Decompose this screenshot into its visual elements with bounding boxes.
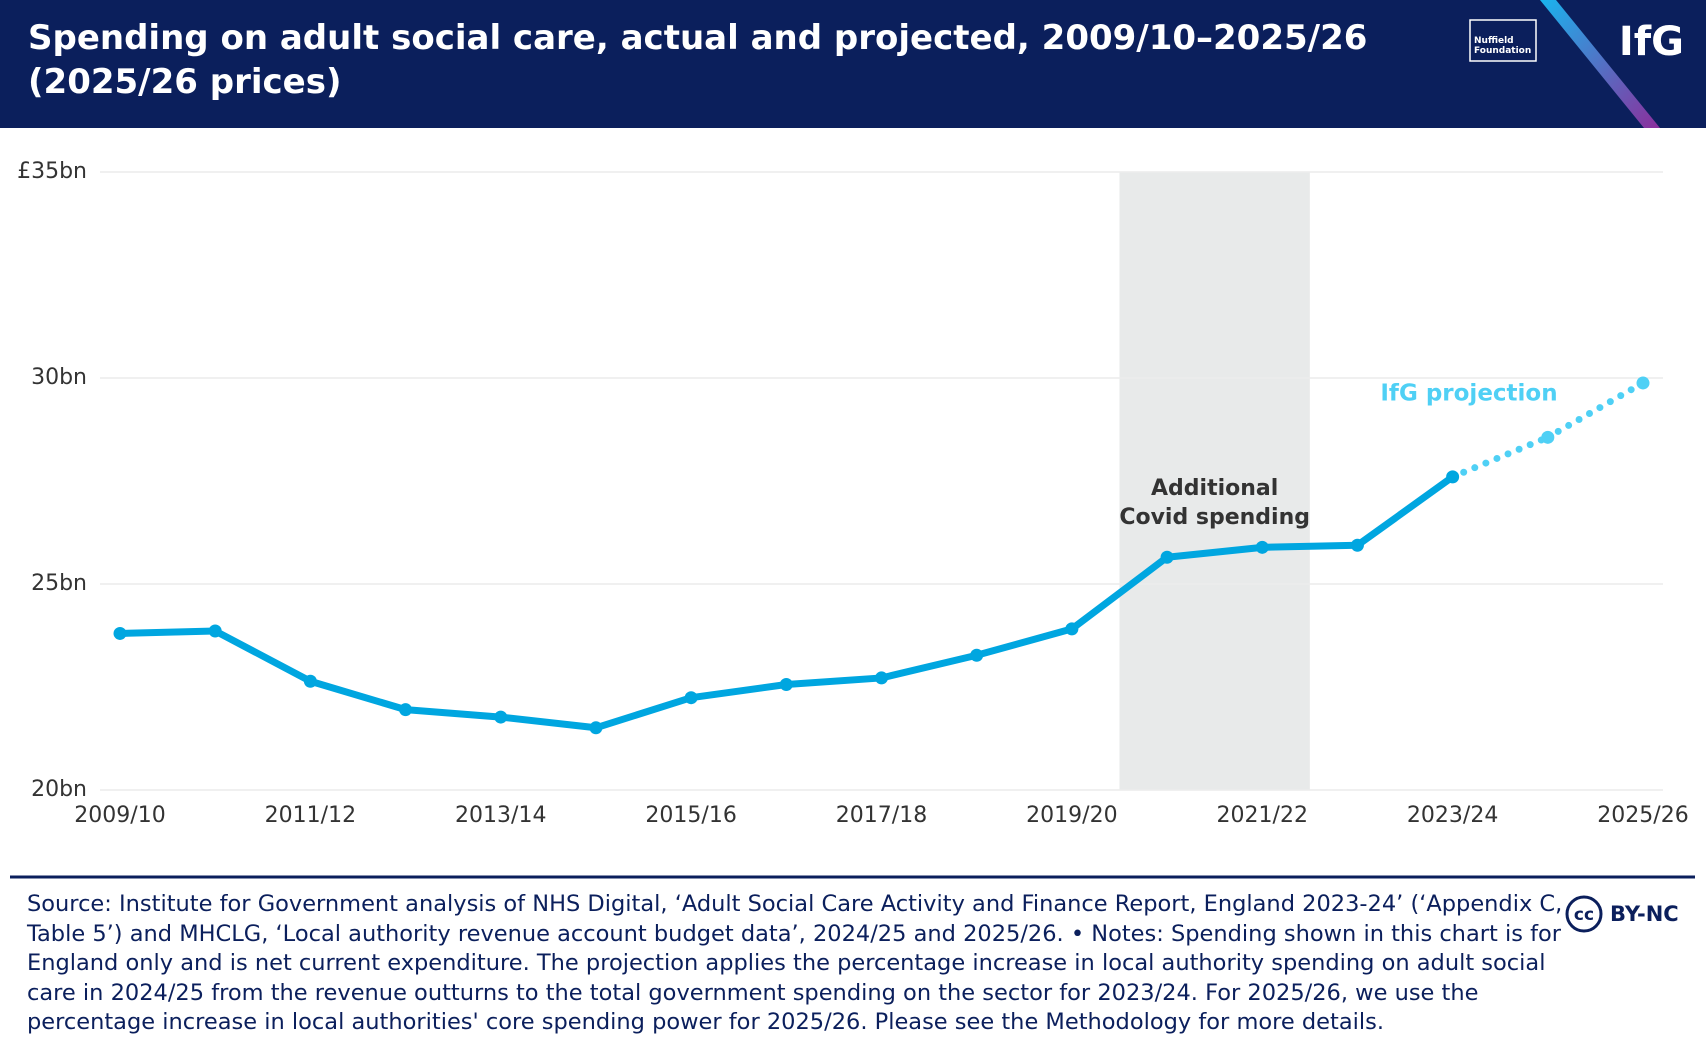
x-tick-label: 2015/16 xyxy=(645,803,736,828)
x-tick-label: 2021/22 xyxy=(1217,803,1308,828)
point xyxy=(399,703,413,717)
point xyxy=(970,648,984,662)
license-icon-text: cc xyxy=(1574,905,1594,925)
point xyxy=(1636,376,1650,390)
point xyxy=(113,626,127,640)
y-tick-label: 20bn xyxy=(31,777,87,802)
license-icon xyxy=(1565,895,1603,933)
x-tick-label: 2011/12 xyxy=(265,803,356,828)
point xyxy=(779,678,793,692)
point xyxy=(1255,540,1269,554)
point xyxy=(1160,550,1174,564)
y-tick-label: £35bn xyxy=(17,159,87,184)
x-tick-label: 2025/26 xyxy=(1597,803,1688,828)
point xyxy=(494,710,508,724)
x-tick-label: 2013/14 xyxy=(455,803,546,828)
partner-logo-text: Nuffield Foundation xyxy=(1474,36,1532,56)
partner-logo xyxy=(1469,19,1537,62)
point xyxy=(1350,538,1364,552)
header: Spending on adult social care, actual an… xyxy=(0,0,1706,128)
y-tick-label: 30bn xyxy=(31,365,87,390)
x-tick-label: 2023/24 xyxy=(1407,803,1498,828)
license: BY-NC xyxy=(1610,902,1679,926)
point xyxy=(1065,622,1079,636)
series-line xyxy=(1544,379,1647,441)
highlight-band xyxy=(1119,172,1310,790)
chart-title: Spending on adult social care, actual an… xyxy=(28,18,1368,102)
partner-name: Nuffield Foundation xyxy=(1474,36,1532,56)
point xyxy=(875,671,888,685)
plot: 20bn 25bn 30bn £35bn 2009/10 2011/12 2013/14 20… xyxy=(17,159,1689,828)
y-tick-label: 25bn xyxy=(31,571,87,596)
series-label: IfG projection xyxy=(1380,381,1557,407)
x-tick-label: 2009/10 xyxy=(74,803,165,828)
footnote: Source: Institute for Government analysi… xyxy=(27,891,1563,1035)
brand-stripe xyxy=(1540,0,1660,128)
point xyxy=(1541,430,1555,444)
brand: IfG xyxy=(1619,19,1684,65)
point xyxy=(684,691,698,705)
x-tick-label: 2019/20 xyxy=(1026,803,1117,828)
x-tick-label: 2017/18 xyxy=(836,803,927,828)
point xyxy=(589,721,603,735)
highlight-label: Additional Covid spending xyxy=(1119,476,1310,530)
point xyxy=(208,624,222,638)
point xyxy=(303,674,317,688)
point xyxy=(1446,470,1460,484)
projection-connector xyxy=(1449,433,1552,481)
